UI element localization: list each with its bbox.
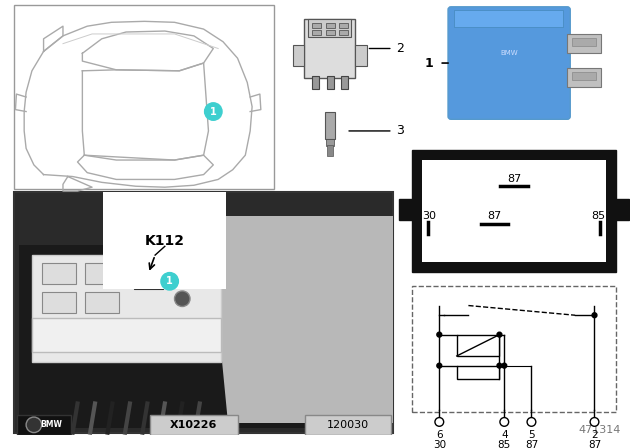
Text: X10226: X10226	[170, 420, 218, 430]
Bar	[312, 76, 319, 89]
Bar	[454, 10, 563, 27]
Bar	[15, 5, 275, 189]
Bar	[412, 151, 616, 271]
Bar	[32, 318, 221, 352]
Circle shape	[161, 272, 179, 290]
Circle shape	[590, 418, 599, 426]
FancyBboxPatch shape	[448, 7, 570, 119]
Text: 87: 87	[507, 174, 521, 185]
Circle shape	[497, 332, 502, 337]
Bar	[339, 23, 348, 28]
Text: 85: 85	[498, 440, 511, 448]
Bar	[572, 38, 596, 46]
Bar	[305, 415, 391, 435]
Text: 4: 4	[501, 430, 508, 439]
Bar	[134, 262, 163, 289]
Bar	[422, 160, 606, 262]
Text: 471314: 471314	[579, 425, 621, 435]
Bar	[305, 19, 355, 78]
Circle shape	[500, 418, 509, 426]
Circle shape	[437, 332, 442, 337]
Text: 1: 1	[425, 56, 433, 69]
Bar	[341, 76, 348, 89]
Bar	[399, 199, 414, 220]
Text: 6: 6	[436, 430, 443, 439]
Circle shape	[527, 418, 536, 426]
Bar	[327, 145, 333, 156]
Text: BMW: BMW	[500, 50, 518, 56]
Bar	[457, 366, 499, 379]
Text: 1: 1	[166, 276, 173, 286]
Bar	[32, 255, 221, 362]
Bar	[339, 30, 348, 35]
Bar	[567, 68, 602, 87]
Text: 2: 2	[591, 430, 598, 439]
Bar	[312, 23, 321, 28]
Bar	[572, 72, 596, 80]
Bar	[327, 76, 333, 89]
Bar	[131, 257, 162, 284]
Bar	[326, 23, 335, 28]
Text: 2: 2	[396, 42, 404, 55]
Bar	[15, 192, 393, 433]
Text: 87: 87	[488, 211, 502, 221]
Bar	[326, 30, 335, 35]
Circle shape	[592, 313, 597, 318]
Bar	[85, 263, 119, 284]
Circle shape	[26, 417, 42, 433]
Circle shape	[497, 363, 502, 368]
Circle shape	[502, 363, 507, 368]
Text: 1: 1	[210, 107, 217, 116]
Bar	[412, 286, 616, 412]
Text: 120030: 120030	[327, 420, 369, 430]
Circle shape	[175, 291, 190, 306]
Text: 3: 3	[396, 125, 404, 138]
Bar	[457, 335, 499, 356]
Polygon shape	[209, 216, 393, 423]
Bar	[614, 199, 629, 220]
Text: 87: 87	[588, 440, 601, 448]
Bar	[312, 30, 321, 35]
Bar	[17, 415, 71, 435]
Bar	[308, 19, 351, 37]
Bar	[293, 45, 305, 66]
Text: 30: 30	[422, 211, 436, 221]
Text: 87: 87	[525, 440, 538, 448]
Bar	[19, 246, 388, 428]
Bar	[325, 112, 335, 139]
Bar	[355, 45, 367, 66]
Circle shape	[437, 363, 442, 368]
Circle shape	[435, 418, 444, 426]
Text: 85: 85	[591, 211, 605, 221]
Bar	[42, 292, 76, 313]
Text: 30: 30	[433, 440, 446, 448]
Text: K112: K112	[145, 233, 185, 248]
Text: BMW: BMW	[40, 420, 62, 429]
Circle shape	[205, 103, 222, 120]
Bar	[567, 34, 602, 53]
Bar	[42, 263, 76, 284]
Bar	[85, 292, 119, 313]
Text: 5: 5	[528, 430, 535, 439]
Bar	[150, 415, 237, 435]
Bar	[326, 139, 333, 146]
